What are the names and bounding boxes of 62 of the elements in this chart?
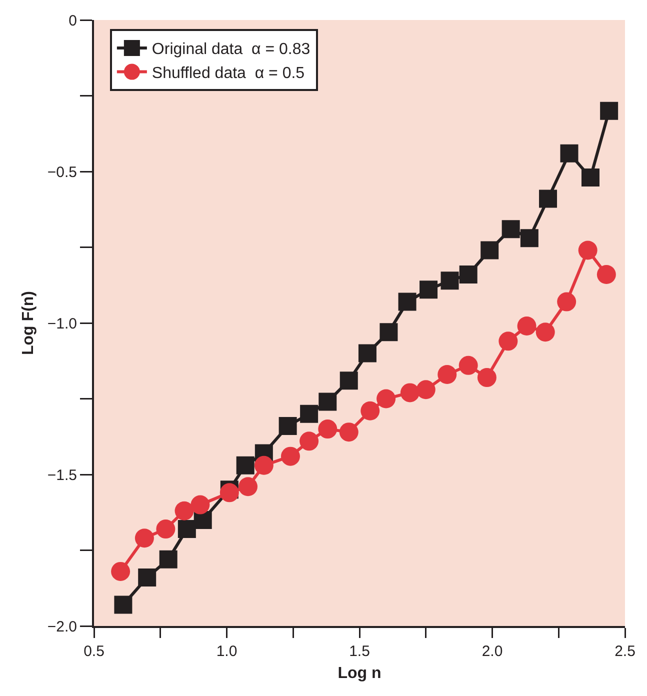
point — [236, 456, 254, 474]
point — [520, 229, 538, 248]
x-tick-label: 2.5 — [614, 643, 636, 660]
point — [459, 266, 478, 284]
point — [502, 220, 520, 238]
point — [360, 401, 380, 420]
point — [477, 368, 496, 388]
point — [440, 272, 459, 290]
point — [174, 501, 194, 520]
point — [238, 477, 258, 496]
point — [138, 568, 156, 587]
y-tick-label: −1.0 — [47, 315, 77, 332]
point — [190, 495, 210, 514]
point — [458, 356, 478, 375]
point — [300, 404, 318, 423]
point — [280, 446, 300, 466]
point — [318, 420, 338, 439]
point — [600, 102, 618, 120]
point — [557, 292, 576, 312]
y-tick-label: −1.5 — [47, 466, 77, 484]
point — [340, 372, 358, 390]
legend-label: Original data α = 0.83 — [152, 41, 310, 58]
legend-label: Shuffled data α = 0.5 — [152, 65, 305, 82]
x-tick-label: 1.0 — [216, 643, 238, 660]
point — [578, 240, 598, 260]
x-axis-title: Log n — [338, 665, 382, 682]
y-tick-label: −0.5 — [47, 164, 77, 181]
y-tick-label: −2.0 — [47, 618, 77, 636]
point — [420, 280, 438, 299]
x-tick-label: 2.0 — [482, 643, 503, 660]
point — [380, 323, 398, 342]
point — [159, 550, 178, 568]
point — [278, 417, 297, 436]
point — [539, 190, 558, 208]
point — [498, 332, 518, 351]
point — [517, 316, 536, 336]
point — [480, 241, 499, 260]
point — [300, 432, 319, 451]
point — [194, 510, 212, 529]
point — [254, 456, 274, 475]
point — [596, 265, 616, 284]
point — [358, 344, 376, 362]
point — [560, 144, 578, 162]
point — [536, 322, 555, 342]
point — [581, 168, 600, 187]
point — [438, 365, 457, 384]
point — [376, 389, 396, 408]
point — [318, 392, 337, 411]
point — [416, 380, 436, 400]
x-tick-label: 1.5 — [349, 643, 370, 660]
point — [114, 596, 132, 614]
point — [339, 422, 358, 442]
point — [398, 292, 416, 311]
point — [134, 528, 154, 548]
y-axis-title: Log F(n) — [20, 291, 37, 355]
point — [220, 483, 239, 502]
point — [400, 383, 420, 402]
x-tick-label: 0.5 — [84, 643, 104, 660]
point — [156, 520, 176, 539]
point — [111, 562, 130, 581]
point — [178, 520, 196, 538]
y-tick-label: 0 — [68, 12, 77, 30]
